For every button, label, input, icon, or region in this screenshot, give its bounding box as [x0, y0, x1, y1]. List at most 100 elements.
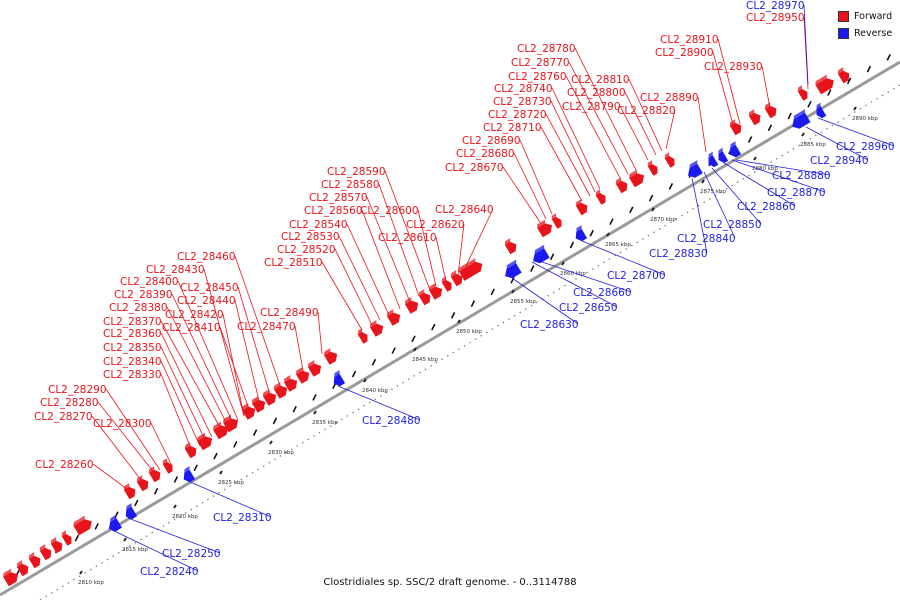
forward-gene-label[interactable]: CL2_28810 — [571, 74, 630, 86]
reverse-gene-label[interactable]: CL2_28240 — [140, 566, 199, 578]
reverse-gene-label[interactable]: CL2_28700 — [607, 270, 666, 282]
forward-gene-label[interactable]: CL2_28890 — [640, 92, 699, 104]
forward-gene-block[interactable] — [646, 160, 660, 176]
forward-gene-label[interactable]: CL2_28800 — [567, 87, 626, 99]
reverse-gene-block[interactable] — [684, 160, 705, 180]
forward-gene-block[interactable] — [449, 269, 465, 287]
reverse-gene-block[interactable] — [788, 109, 812, 131]
reverse-gene-label[interactable]: CL2_28480 — [362, 415, 421, 427]
reverse-gene-label[interactable]: CL2_28970 — [746, 0, 805, 12]
forward-gene-label[interactable]: CL2_28440 — [177, 295, 236, 307]
forward-gene-label[interactable]: CL2_28590 — [327, 166, 386, 178]
forward-gene-label[interactable]: CL2_28260 — [35, 459, 94, 471]
forward-gene-label[interactable]: CL2_28770 — [511, 57, 570, 69]
forward-gene-block[interactable] — [283, 374, 300, 392]
forward-gene-block[interactable] — [503, 237, 519, 255]
forward-gene-block[interactable] — [273, 381, 290, 399]
forward-gene-label[interactable]: CL2_28780 — [517, 43, 576, 55]
forward-gene-label[interactable]: CL2_28400 — [120, 276, 179, 288]
forward-gene-block[interactable] — [594, 189, 608, 205]
forward-gene-block[interactable] — [628, 168, 647, 188]
reverse-gene-label[interactable]: CL2_28850 — [703, 219, 762, 231]
reverse-gene-block[interactable] — [704, 151, 720, 169]
forward-gene-label[interactable]: CL2_28910 — [660, 34, 719, 46]
reverse-gene-block[interactable] — [529, 244, 552, 266]
forward-gene-label[interactable]: CL2_28520 — [277, 244, 336, 256]
forward-gene-block[interactable] — [122, 482, 138, 500]
forward-gene-label[interactable]: CL2_28330 — [103, 369, 162, 381]
forward-gene-label[interactable]: CL2_28740 — [494, 83, 553, 95]
forward-gene-block[interactable] — [262, 388, 279, 406]
forward-gene-label[interactable]: CL2_28370 — [103, 316, 162, 328]
forward-gene-label[interactable]: CL2_28460 — [177, 251, 236, 263]
forward-gene-block[interactable] — [763, 101, 779, 119]
forward-gene-label[interactable]: CL2_28900 — [655, 47, 714, 59]
forward-gene-label[interactable]: CL2_28420 — [165, 309, 224, 321]
forward-gene-label[interactable]: CL2_28450 — [180, 282, 239, 294]
reverse-gene-label[interactable]: CL2_28660 — [573, 287, 632, 299]
forward-gene-block[interactable] — [38, 543, 54, 561]
forward-gene-label[interactable]: CL2_28540 — [289, 219, 348, 231]
forward-gene-label[interactable]: CL2_28390 — [114, 289, 173, 301]
forward-gene-label[interactable]: CL2_28580 — [321, 179, 380, 191]
forward-gene-block[interactable] — [574, 198, 590, 216]
forward-gene-block[interactable] — [386, 308, 403, 326]
forward-gene-block[interactable] — [212, 420, 231, 440]
forward-gene-block[interactable] — [356, 328, 370, 344]
forward-gene-block[interactable] — [417, 288, 433, 306]
forward-gene-label[interactable]: CL2_28350 — [103, 342, 162, 354]
forward-gene-block[interactable] — [15, 559, 31, 577]
forward-gene-block[interactable] — [323, 347, 340, 365]
forward-gene-block[interactable] — [747, 108, 763, 126]
forward-gene-block[interactable] — [814, 73, 837, 95]
forward-gene-block[interactable] — [72, 514, 95, 536]
forward-gene-label[interactable]: CL2_28510 — [264, 257, 323, 269]
forward-gene-block[interactable] — [614, 176, 630, 194]
forward-gene-label[interactable]: CL2_28760 — [508, 71, 567, 83]
forward-gene-block[interactable] — [536, 218, 555, 238]
forward-gene-label[interactable]: CL2_28570 — [309, 192, 368, 204]
reverse-gene-label[interactable]: CL2_28960 — [836, 141, 895, 153]
forward-gene-label[interactable]: CL2_28530 — [281, 231, 340, 243]
forward-gene-block[interactable] — [428, 282, 445, 300]
forward-gene-block[interactable] — [161, 458, 175, 474]
reverse-gene-block[interactable] — [329, 370, 346, 388]
forward-gene-block[interactable] — [196, 431, 215, 451]
forward-gene-label[interactable]: CL2_28270 — [34, 411, 93, 423]
forward-gene-label[interactable]: CL2_28930 — [704, 61, 763, 73]
forward-gene-label[interactable]: CL2_28610 — [378, 232, 437, 244]
forward-gene-label[interactable]: CL2_28340 — [103, 356, 162, 368]
forward-gene-block[interactable] — [241, 402, 258, 420]
forward-gene-label[interactable]: CL2_28950 — [746, 12, 805, 24]
forward-gene-label[interactable]: CL2_28710 — [483, 122, 542, 134]
forward-gene-block[interactable] — [295, 366, 312, 384]
reverse-gene-label[interactable]: CL2_28250 — [162, 548, 221, 560]
forward-gene-block[interactable] — [550, 213, 564, 229]
forward-gene-block[interactable] — [796, 85, 810, 101]
forward-gene-label[interactable]: CL2_28490 — [260, 307, 319, 319]
forward-gene-label[interactable]: CL2_28360 — [103, 328, 162, 340]
forward-gene-block[interactable] — [49, 536, 65, 554]
forward-gene-label[interactable]: CL2_28690 — [462, 135, 521, 147]
forward-gene-block[interactable] — [369, 319, 386, 337]
reverse-gene-label[interactable]: CL2_28310 — [213, 512, 272, 524]
forward-gene-block[interactable] — [27, 551, 43, 569]
forward-gene-block[interactable] — [836, 66, 852, 84]
forward-gene-block[interactable] — [404, 296, 421, 314]
forward-gene-block[interactable] — [728, 118, 744, 136]
reverse-gene-block[interactable] — [501, 259, 524, 281]
forward-gene-label[interactable]: CL2_28670 — [445, 162, 504, 174]
forward-gene-label[interactable]: CL2_28620 — [406, 219, 465, 231]
forward-gene-label[interactable]: CL2_28720 — [488, 109, 547, 121]
forward-gene-block[interactable] — [60, 530, 74, 546]
forward-gene-label[interactable]: CL2_28290 — [48, 384, 107, 396]
forward-gene-block[interactable] — [663, 152, 677, 168]
reverse-gene-block[interactable] — [812, 102, 828, 120]
reverse-gene-block[interactable] — [179, 466, 196, 484]
forward-gene-label[interactable]: CL2_28790 — [562, 101, 621, 113]
reverse-gene-label[interactable]: CL2_28630 — [520, 319, 579, 331]
reverse-gene-block[interactable] — [714, 147, 730, 165]
forward-gene-label[interactable]: CL2_28430 — [146, 264, 205, 276]
forward-gene-label[interactable]: CL2_28820 — [617, 105, 676, 117]
reverse-gene-block[interactable] — [121, 503, 138, 521]
